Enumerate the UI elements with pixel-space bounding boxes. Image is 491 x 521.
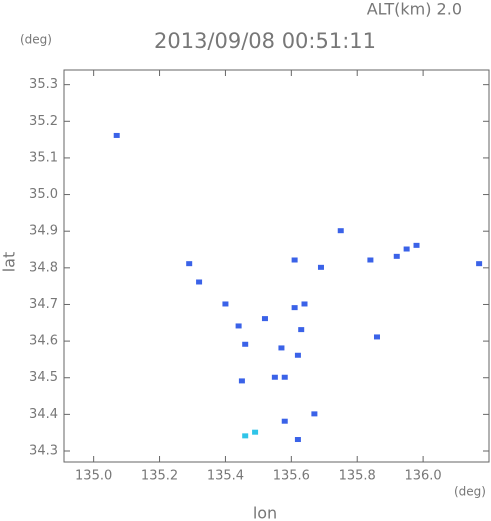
echo-cell <box>186 261 193 267</box>
echo-cell <box>281 374 288 380</box>
y-tick-label: 35.0 <box>29 187 58 202</box>
echo-cell <box>281 418 288 424</box>
chart-title: 2013/09/08 00:51:11 <box>154 29 376 53</box>
echo-cell <box>238 378 245 384</box>
y-tick-label: 34.9 <box>29 224 58 239</box>
echo-cell <box>235 323 242 329</box>
echo-cell <box>413 242 420 248</box>
echo-cell <box>271 374 278 380</box>
echo-cell <box>196 279 203 285</box>
echo-cell <box>373 334 380 340</box>
x-tick-label: 135.4 <box>207 469 244 484</box>
y-axis-label: lat <box>0 252 19 273</box>
echo-cell <box>337 228 344 234</box>
y-tick-label: 34.7 <box>29 297 58 312</box>
echo-cell <box>278 345 285 351</box>
x-tick-label: 135.6 <box>273 469 310 484</box>
x-tick-label: 135.2 <box>141 469 178 484</box>
echo-cell <box>113 132 120 138</box>
echo-cell <box>393 253 400 259</box>
echo-cell <box>311 411 318 417</box>
echo-cell <box>317 264 324 270</box>
plot-frame <box>63 69 490 463</box>
echo-cell <box>476 261 483 267</box>
y-tick-label: 34.5 <box>29 370 58 385</box>
x-tick-label: 135.0 <box>75 469 112 484</box>
y-tick-label: 35.3 <box>29 77 58 92</box>
echo-cell <box>294 352 301 358</box>
y-tick-label: 34.3 <box>29 444 58 459</box>
echo-cell <box>291 257 298 263</box>
altitude-label: ALT(km) 2.0 <box>367 0 462 19</box>
y-tick-label: 35.1 <box>29 150 58 165</box>
echo-cell <box>403 246 410 252</box>
echo-cell <box>367 257 374 263</box>
x-tick-label: 136.0 <box>404 469 441 484</box>
echo-cell <box>222 301 229 307</box>
echo-cell <box>298 327 305 333</box>
x-unit: (deg) <box>454 485 486 499</box>
x-tick-label: 135.8 <box>339 469 376 484</box>
echo-cell <box>242 433 249 439</box>
echo-cell <box>252 429 259 435</box>
echo-cell <box>242 341 249 347</box>
echo-cell <box>294 437 301 443</box>
y-tick-label: 34.8 <box>29 260 58 275</box>
y-tick-label: 34.6 <box>29 334 58 349</box>
x-axis-label: lon <box>253 504 277 521</box>
y-unit: (deg) <box>20 33 52 47</box>
echo-cell <box>261 316 268 322</box>
y-tick-label: 35.2 <box>29 114 58 129</box>
y-tick-label: 34.4 <box>29 407 58 422</box>
echo-cell <box>301 301 308 307</box>
echo-cell <box>291 305 298 311</box>
